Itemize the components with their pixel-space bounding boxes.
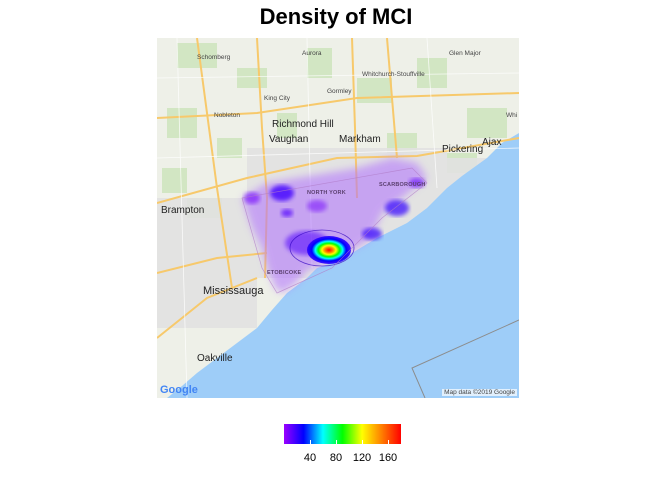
legend-tick-label: 160 <box>378 452 398 464</box>
density-blob <box>281 209 293 217</box>
district-label: NORTH YORK <box>307 190 346 196</box>
place-label: Whi <box>506 112 517 119</box>
place-label: Markham <box>339 134 381 145</box>
place-label: Aurora <box>302 50 322 57</box>
density-blob <box>385 200 409 216</box>
density-blob <box>409 178 425 188</box>
density-blob <box>270 185 294 201</box>
place-label: Mississauga <box>203 285 264 297</box>
legend-tick-label: 120 <box>352 452 372 464</box>
place-label: Pickering <box>442 144 483 155</box>
density-overlay <box>242 158 427 293</box>
district-label: ETOBICOKE <box>267 270 302 276</box>
place-label: Brampton <box>161 205 204 216</box>
place-label: King City <box>264 95 291 102</box>
place-label: Glen Major <box>449 50 482 57</box>
density-blob <box>307 200 327 212</box>
legend-tick-mark <box>362 440 363 444</box>
legend-tick-mark <box>388 440 389 444</box>
google-logo[interactable]: Google <box>160 384 198 396</box>
map-attribution: Map data ©2019 Google <box>442 389 517 396</box>
place-label: Nobleton <box>214 112 240 119</box>
minor-roads <box>157 38 519 398</box>
legend-ticks <box>309 444 389 448</box>
legend-tick-mark <box>310 440 311 444</box>
place-label: Schomberg <box>197 54 231 61</box>
district-label: SCARBOROUGH <box>379 182 426 188</box>
city-boundary <box>241 167 428 294</box>
map-canvas[interactable]: Schomberg Aurora Glen Major Whitchurch-S… <box>157 38 519 398</box>
density-blob <box>362 228 382 240</box>
map-panel[interactable]: Schomberg Aurora Glen Major Whitchurch-S… <box>157 38 519 398</box>
legend-tick-mark <box>336 440 337 444</box>
legend-tick-label: 40 <box>303 452 317 464</box>
density-blob <box>244 192 260 204</box>
density-hotspot <box>307 236 351 264</box>
place-label: Oakville <box>197 353 233 364</box>
place-label: Ajax <box>482 137 501 148</box>
place-labels: Schomberg Aurora Glen Major Whitchurch-S… <box>161 50 517 364</box>
map-title: Density of MCI <box>259 4 413 29</box>
density-contour <box>289 229 355 267</box>
boundary-line <box>411 319 519 398</box>
google-logo-text: Google <box>160 384 198 396</box>
place-label: Vaughan <box>269 134 308 145</box>
place-label: Richmond Hill <box>272 119 334 130</box>
place-label: Gormley <box>327 88 352 95</box>
density-legend <box>284 424 401 444</box>
place-label: Whitchurch-Stouffville <box>362 71 425 78</box>
legend-tick-label: 80 <box>329 452 343 464</box>
lake-ontario <box>167 133 519 398</box>
